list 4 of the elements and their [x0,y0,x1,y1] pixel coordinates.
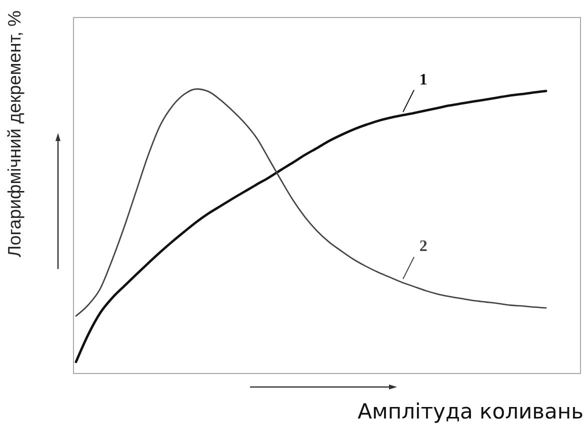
x-axis-title: Амплітуда коливань [358,400,584,424]
y-axis-title: Логарифмічний декремент, % [4,10,24,258]
series-label: 1 [419,71,428,88]
series-label: 2 [419,238,428,256]
